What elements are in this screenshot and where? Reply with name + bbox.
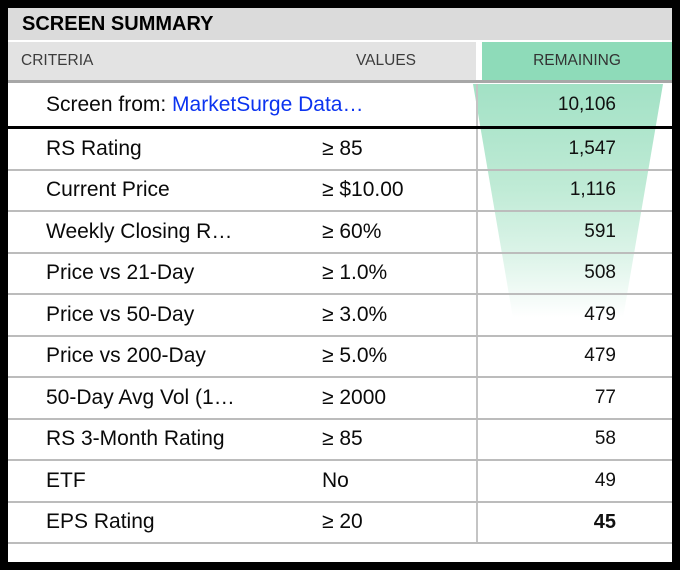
criteria-cell: ETF: [46, 468, 86, 492]
remaining-count: 77: [476, 378, 672, 418]
table-row[interactable]: RS Rating ≥ 85 1,547: [8, 129, 672, 171]
column-header-remaining: REMAINING: [482, 42, 672, 80]
values-cell: ≥ 85: [322, 427, 363, 451]
source-cell: Screen from: MarketSurge Data…: [8, 93, 476, 117]
panel-title: SCREEN SUMMARY: [8, 8, 672, 40]
values-cell: No: [322, 468, 349, 492]
table-row[interactable]: Price vs 50-Day ≥ 3.0% 479: [8, 295, 672, 337]
table-row[interactable]: 50-Day Avg Vol (1… ≥ 2000 77: [8, 378, 672, 420]
criteria-cell: RS Rating: [46, 136, 142, 160]
table-body: Screen from: MarketSurge Data… 10,106 RS…: [8, 84, 672, 544]
table-row[interactable]: EPS Rating ≥ 20 45: [8, 502, 672, 544]
values-cell: ≥ 60%: [322, 219, 382, 243]
criteria-cell: Price vs 50-Day: [46, 302, 195, 326]
values-cell: ≥ 20: [322, 510, 363, 534]
column-header-criteria: CRITERIA: [8, 42, 296, 80]
source-label: Screen from:: [46, 93, 173, 116]
remaining-count: 479: [476, 295, 672, 335]
table-row[interactable]: Price vs 200-Day ≥ 5.0% 479: [8, 336, 672, 378]
remaining-count: 508: [476, 253, 672, 293]
criteria-cell: RS 3-Month Rating: [46, 427, 225, 451]
values-cell: ≥ $10.00: [322, 178, 404, 202]
criteria-cell: Price vs 21-Day: [46, 261, 195, 285]
remaining-count: 49: [476, 461, 672, 501]
table-row[interactable]: RS 3-Month Rating ≥ 85 58: [8, 419, 672, 461]
remaining-count: 10,106: [476, 84, 672, 126]
remaining-count: 591: [476, 212, 672, 252]
table-row[interactable]: Current Price ≥ $10.00 1,116: [8, 170, 672, 212]
criteria-cell: Price vs 200-Day: [46, 344, 206, 368]
source-link[interactable]: MarketSurge Data…: [172, 93, 364, 116]
column-header-values: VALUES: [296, 42, 476, 80]
table-header: CRITERIA VALUES REMAINING: [8, 42, 672, 83]
values-cell: ≥ 1.0%: [322, 261, 388, 285]
values-cell: ≥ 5.0%: [322, 344, 388, 368]
table-row[interactable]: Price vs 21-Day ≥ 1.0% 508: [8, 253, 672, 295]
values-cell: ≥ 2000: [322, 385, 387, 409]
header-divider-gap: [476, 42, 482, 80]
criteria-cell: 50-Day Avg Vol (1…: [46, 385, 235, 409]
source-row[interactable]: Screen from: MarketSurge Data… 10,106: [8, 84, 672, 129]
criteria-cell: Current Price: [46, 178, 170, 202]
remaining-count: 479: [476, 336, 672, 376]
remaining-count: 1,547: [476, 129, 672, 169]
values-cell: ≥ 85: [322, 136, 363, 160]
remaining-count: 45: [476, 502, 672, 542]
table-row[interactable]: ETF No 49: [8, 461, 672, 503]
criteria-cell: Weekly Closing R…: [46, 219, 233, 243]
table-row[interactable]: Weekly Closing R… ≥ 60% 591: [8, 212, 672, 254]
remaining-count: 58: [476, 419, 672, 459]
criteria-cell: EPS Rating: [46, 510, 155, 534]
values-cell: ≥ 3.0%: [322, 302, 388, 326]
remaining-count: 1,116: [476, 170, 672, 210]
